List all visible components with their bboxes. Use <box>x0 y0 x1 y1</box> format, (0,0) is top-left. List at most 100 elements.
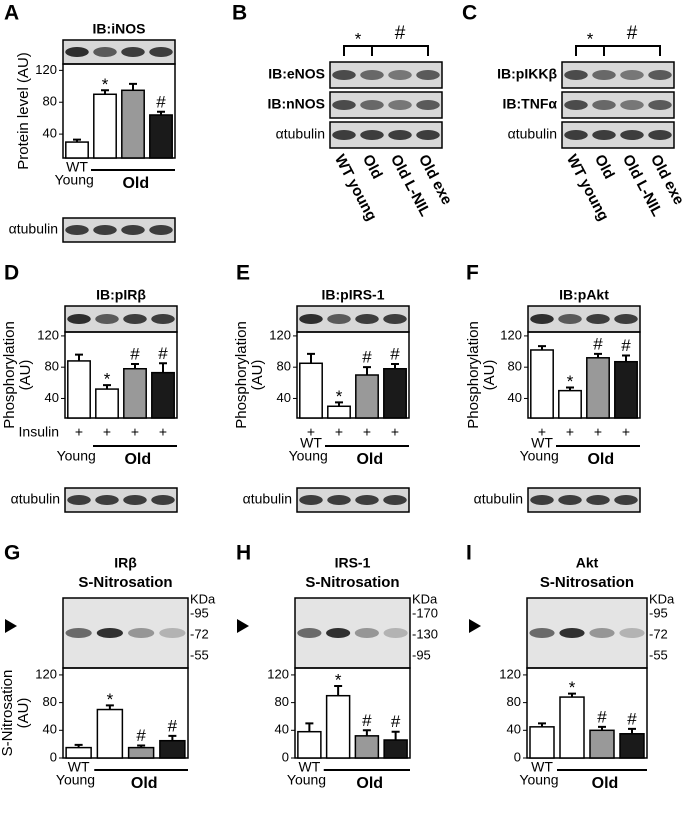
bar <box>325 694 351 759</box>
y-tick-label: 120 <box>500 327 522 342</box>
insulin-sign: + <box>335 424 343 440</box>
blot-band <box>559 628 585 638</box>
blot-label: IB:pIRβ <box>96 287 146 303</box>
blot-band <box>619 628 645 638</box>
bar <box>354 735 380 759</box>
bar <box>559 696 585 759</box>
kda-label: KDa <box>412 591 438 606</box>
blot-band <box>67 314 91 324</box>
significance-mark: # <box>158 344 168 363</box>
blot-band <box>128 628 155 638</box>
y-axis-label: Phosphorylation <box>465 321 482 429</box>
blot-band <box>65 47 89 57</box>
blot-band <box>121 225 145 235</box>
bar <box>93 93 117 159</box>
y-tick-label: 80 <box>45 359 59 374</box>
blot-band <box>67 495 91 505</box>
insulin-label: Insulin <box>19 424 59 440</box>
bracket <box>603 45 661 56</box>
blot-band <box>564 70 588 80</box>
insulin-sign: + <box>103 424 111 440</box>
significance-mark: # <box>395 23 406 44</box>
bar <box>65 746 92 759</box>
y-tick-label: 80 <box>508 359 522 374</box>
blot-band <box>327 495 351 505</box>
blot-title: IRβ <box>114 555 137 571</box>
group-label-young: Young <box>519 772 558 788</box>
error-bar <box>538 345 546 350</box>
blot-band <box>123 495 147 505</box>
group-label-old: Old <box>356 775 383 792</box>
blot-band <box>355 495 379 505</box>
y-axis-label: (AU) <box>15 698 32 729</box>
error-bar <box>75 353 83 361</box>
band-arrow <box>5 619 17 633</box>
blot-label: IB:iNOS <box>93 21 146 37</box>
error-bar <box>305 722 314 732</box>
blot-band <box>332 100 356 110</box>
blot-band <box>416 130 440 140</box>
group-label-wt: WT <box>531 759 553 775</box>
blot-band <box>529 628 555 638</box>
blot-subtitle: S-Nitrosation <box>540 574 634 591</box>
blot-row-label: αtubulin <box>508 126 557 142</box>
insulin-sign: + <box>307 424 315 440</box>
blot-band <box>564 130 588 140</box>
bar <box>123 367 147 419</box>
y-axis-label: Phosphorylation <box>1 321 18 429</box>
blot-band <box>592 130 616 140</box>
y-tick-label: 120 <box>35 666 57 681</box>
y-tick-label: 0 <box>50 749 57 764</box>
blot-band <box>530 495 554 505</box>
kda-label: KDa <box>649 591 675 606</box>
blot-band <box>620 130 644 140</box>
group-label-young: Young <box>520 448 559 464</box>
bar <box>586 357 610 419</box>
group-label-young: Young <box>57 448 96 464</box>
insulin-sign: + <box>538 424 546 440</box>
significance-mark: # <box>621 336 631 355</box>
y-tick-label: 40 <box>43 722 57 737</box>
group-label-young: Young <box>56 772 95 788</box>
blot-band <box>592 70 616 80</box>
plot-frame <box>62 63 176 159</box>
group-label-old: Old <box>592 775 619 792</box>
blot-band <box>558 495 582 505</box>
bar <box>65 141 89 159</box>
blot-band <box>93 225 117 235</box>
significance-mark: * <box>569 678 576 697</box>
blot-label: IB:pIRS-1 <box>322 287 385 303</box>
blot-band <box>65 225 89 235</box>
size-marker: -95 <box>649 605 668 620</box>
group-label-old: Old <box>356 451 383 468</box>
blot-band <box>648 130 672 140</box>
panel-letter: G <box>4 542 20 565</box>
significance-mark: # <box>136 726 146 745</box>
bar <box>95 388 119 419</box>
significance-mark: * <box>336 387 343 406</box>
blot-band <box>149 225 173 235</box>
bar <box>355 374 379 419</box>
error-bar <box>622 354 630 362</box>
insulin-sign: + <box>75 424 83 440</box>
significance-mark: # <box>130 345 140 364</box>
loading-label: αtubulin <box>474 491 523 507</box>
lane-label: Old <box>591 152 618 182</box>
significance-mark: # <box>168 716 178 735</box>
y-tick-label: 120 <box>269 327 291 342</box>
blot-band <box>648 70 672 80</box>
error-bar <box>168 734 177 741</box>
bar <box>558 389 582 419</box>
y-tick-label: 80 <box>507 694 521 709</box>
blot-band <box>149 47 173 57</box>
group-label-old: Old <box>131 775 158 792</box>
significance-mark: * <box>355 29 362 48</box>
blot-band <box>121 47 145 57</box>
panel-letter: B <box>232 2 247 25</box>
blot-band <box>383 495 407 505</box>
panel-letter: I <box>466 542 472 565</box>
insulin-sign: + <box>594 424 602 440</box>
y-tick-label: 40 <box>277 390 291 405</box>
significance-mark: # <box>156 92 166 111</box>
